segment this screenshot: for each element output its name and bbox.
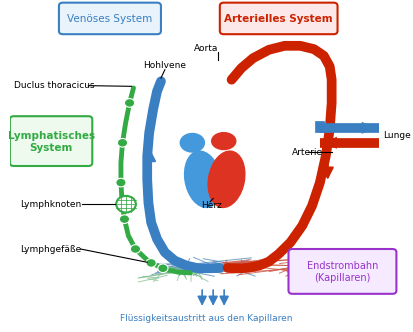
Text: Duclus thoracicus: Duclus thoracicus [14, 81, 94, 90]
FancyBboxPatch shape [59, 3, 161, 34]
Ellipse shape [207, 150, 245, 208]
Text: Lymphatisches
System: Lymphatisches System [7, 131, 95, 153]
FancyBboxPatch shape [219, 3, 337, 34]
Circle shape [157, 264, 168, 273]
Text: Arterie: Arterie [292, 147, 323, 157]
Text: Arterielles System: Arterielles System [224, 14, 332, 24]
Ellipse shape [183, 150, 221, 208]
Text: Venöses System: Venöses System [67, 14, 152, 24]
Circle shape [116, 178, 126, 187]
FancyBboxPatch shape [10, 116, 92, 166]
Text: Lymphgefäße: Lymphgefäße [20, 244, 81, 254]
Circle shape [119, 215, 129, 223]
Text: Herz: Herz [201, 201, 222, 210]
Circle shape [124, 99, 134, 107]
Circle shape [130, 245, 140, 253]
Ellipse shape [179, 133, 204, 153]
Circle shape [146, 259, 156, 267]
Circle shape [117, 138, 127, 147]
FancyBboxPatch shape [288, 249, 396, 294]
Ellipse shape [211, 132, 236, 150]
Circle shape [116, 196, 135, 212]
Text: Endstrombahn
(Kapillaren): Endstrombahn (Kapillaren) [306, 261, 377, 283]
Text: Aorta: Aorta [194, 43, 218, 53]
Text: Flüssigkeitsaustritt aus den Kapillaren: Flüssigkeitsaustritt aus den Kapillaren [119, 314, 292, 323]
Text: Hohlvene: Hohlvene [143, 61, 186, 70]
Text: Lymphknoten: Lymphknoten [20, 200, 81, 209]
Text: Lunge: Lunge [382, 131, 409, 140]
